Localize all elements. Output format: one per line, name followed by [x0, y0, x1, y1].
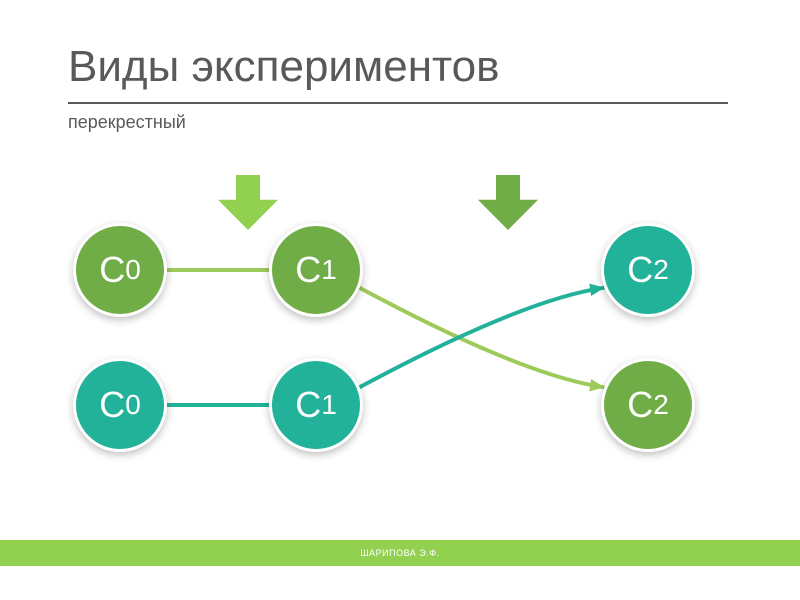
edge-c1-top-c2-bot — [360, 288, 605, 388]
node-digit: 2 — [653, 254, 669, 286]
node-letter: С — [627, 384, 653, 426]
node-c1-bot: С1 — [269, 358, 363, 452]
node-c1-top: С1 — [269, 223, 363, 317]
node-c2-top: С2 — [601, 223, 695, 317]
node-c2-bot: С2 — [601, 358, 695, 452]
down-arrow-1 — [218, 175, 278, 230]
node-letter: С — [627, 249, 653, 291]
node-digit: 0 — [125, 389, 141, 421]
node-c0-bot: С0 — [73, 358, 167, 452]
edge-c1-bot-c2-top — [360, 288, 605, 388]
slide-canvas: Виды экспериментов перекрестный ШАРИПОВА… — [0, 0, 800, 600]
node-letter: С — [295, 384, 321, 426]
down-arrow-2 — [478, 175, 538, 230]
node-digit: 1 — [321, 389, 337, 421]
node-c0-top: С0 — [73, 223, 167, 317]
node-digit: 0 — [125, 254, 141, 286]
node-letter: С — [99, 384, 125, 426]
node-digit: 2 — [653, 389, 669, 421]
node-digit: 1 — [321, 254, 337, 286]
node-letter: С — [99, 249, 125, 291]
node-letter: С — [295, 249, 321, 291]
